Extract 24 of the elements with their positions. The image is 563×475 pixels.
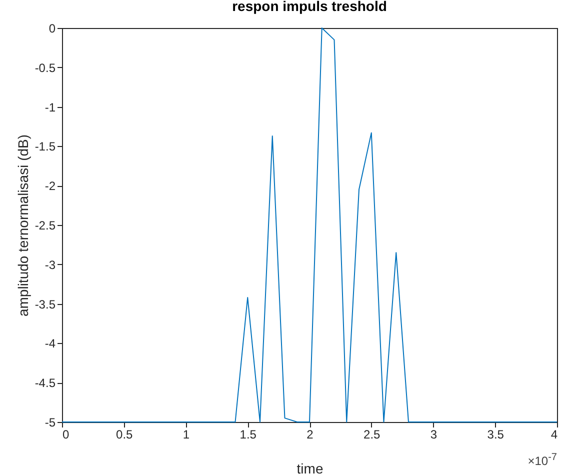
y-tick-label: -0.5	[34, 60, 56, 75]
y-tick-label: -1.5	[34, 140, 56, 154]
y-tick-label: -1	[44, 100, 56, 114]
y-tick-label: -3.5	[34, 297, 56, 312]
y-axis-title: amplitudo ternormalisasi (dB)	[14, 134, 31, 317]
y-tick-label: -2.5	[34, 218, 56, 232]
chart-title: respon impuls treshold	[232, 0, 387, 14]
x-axis-title: time	[296, 460, 324, 475]
y-tick-label: 0	[48, 22, 56, 36]
y-tick-label: -5	[44, 416, 56, 430]
y-tick-label: -4	[44, 336, 56, 351]
x-tick-label: 0	[62, 428, 70, 442]
x-tick-label: 1	[182, 428, 190, 442]
x-tick-label: 4	[550, 428, 558, 442]
x-tick-label: 0.5	[116, 428, 134, 442]
x-tick-label: 3	[430, 428, 438, 442]
y-tick-label: -2	[44, 179, 56, 194]
x-tick-label: 1.5	[240, 428, 257, 442]
x-tick-label: 2.5	[364, 428, 381, 442]
text: ×10$^{-7}$	[528, 452, 557, 468]
y-tick-label: -3	[44, 258, 56, 272]
x-tick-label: 3.5	[487, 428, 504, 442]
y-tick-label: -4.5	[34, 376, 56, 390]
x-tick-label: 2	[306, 428, 314, 442]
